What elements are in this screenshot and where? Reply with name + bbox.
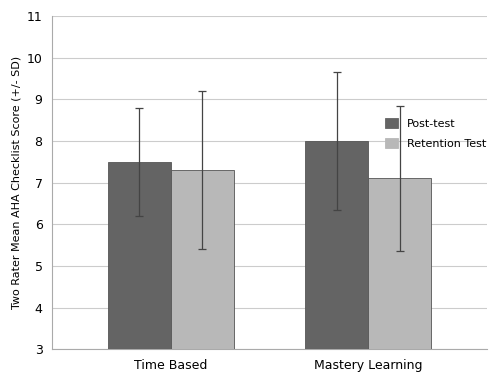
Bar — [108, 162, 170, 383]
Y-axis label: Two Rater Mean AHA Checklist Score (+/- SD): Two Rater Mean AHA Checklist Score (+/- … — [11, 56, 21, 309]
Bar — [368, 178, 432, 383]
Bar — [305, 141, 368, 383]
Bar — [170, 170, 234, 383]
Legend: Post-test, Retention Test: Post-test, Retention Test — [382, 115, 490, 152]
